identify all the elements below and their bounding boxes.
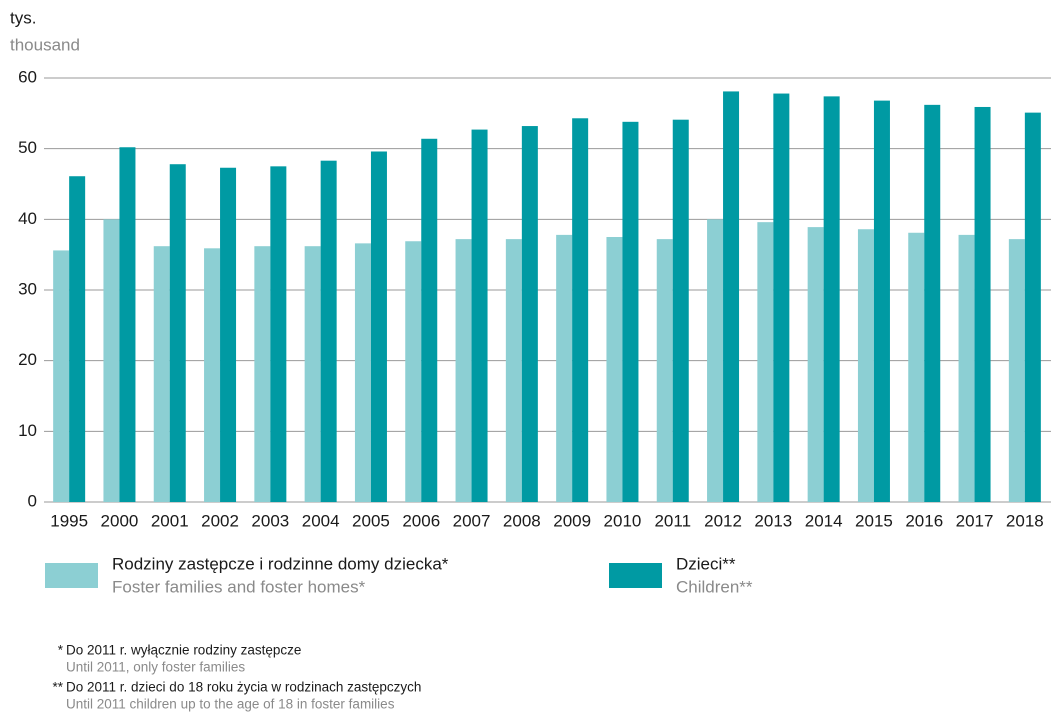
bar (556, 234, 573, 502)
y-tick-label: 60 (18, 67, 37, 86)
footnote: Do 2011 r. dzieci do 18 roku życia w rod… (66, 680, 421, 695)
bar (656, 239, 673, 502)
legend-label-en: Foster families and foster homes* (112, 577, 366, 596)
bar (254, 246, 271, 502)
bar (153, 246, 170, 502)
x-tick-label: 2016 (905, 511, 943, 530)
x-tick-label: 2010 (604, 511, 642, 530)
bar (1008, 239, 1025, 502)
bar (204, 248, 221, 502)
legend-label-en: Children** (676, 577, 753, 596)
x-tick-label: 1995 (50, 511, 88, 530)
footnote-marker: ** (52, 680, 63, 695)
legend-swatch (45, 563, 98, 588)
bar (873, 100, 890, 502)
bar (606, 237, 623, 502)
bar (958, 234, 975, 502)
x-tick-label: 2002 (201, 511, 239, 530)
bar (53, 250, 70, 502)
bar (69, 176, 86, 502)
legend-label: Dzieci** (676, 554, 736, 573)
x-tick-label: 2001 (151, 511, 189, 530)
x-tick-label: 2013 (754, 511, 792, 530)
bar (723, 91, 740, 502)
bar (572, 118, 589, 502)
bar (823, 96, 840, 502)
x-tick-label: 2017 (956, 511, 994, 530)
unit-label: tys. (10, 8, 36, 27)
footnote-en: Until 2011, only foster families (66, 660, 245, 675)
bar (908, 232, 925, 502)
bar (270, 166, 287, 503)
bar (220, 167, 237, 502)
bar (622, 121, 639, 503)
bar (757, 222, 774, 502)
bar (421, 138, 438, 503)
legend-swatch (609, 563, 662, 588)
y-tick-label: 0 (28, 491, 37, 510)
x-tick-label: 2011 (654, 511, 691, 530)
footnote-en: Until 2011 children up to the age of 18 … (66, 697, 395, 712)
bar (320, 160, 337, 502)
bar (857, 229, 874, 502)
bar (672, 119, 689, 503)
y-tick-label: 20 (18, 350, 37, 369)
footnote-marker: * (58, 643, 64, 658)
y-tick-label: 50 (18, 138, 37, 157)
bar (354, 243, 371, 503)
x-tick-label: 2008 (503, 511, 541, 530)
bar (1024, 112, 1041, 503)
bar (304, 246, 321, 502)
x-tick-label: 2006 (402, 511, 440, 530)
bar (119, 147, 136, 502)
bar (707, 219, 724, 503)
bar (521, 126, 538, 502)
x-tick-label: 2018 (1006, 511, 1044, 530)
x-tick-label: 2003 (251, 511, 289, 530)
y-tick-label: 30 (18, 279, 37, 298)
footnote: Do 2011 r. wyłącznie rodziny zastępcze (66, 643, 301, 658)
unit-label-en: thousand (10, 35, 80, 54)
bar (405, 241, 422, 503)
bar (103, 219, 120, 503)
x-tick-label: 2014 (805, 511, 843, 530)
bar (807, 227, 824, 502)
bar (370, 151, 387, 502)
bar (974, 106, 991, 503)
y-tick-label: 40 (18, 209, 37, 228)
bar (773, 93, 790, 503)
bar (924, 104, 941, 502)
bar (505, 239, 522, 502)
x-tick-label: 2012 (704, 511, 742, 530)
x-tick-label: 2004 (302, 511, 340, 530)
x-tick-label: 2005 (352, 511, 390, 530)
x-tick-label: 2009 (553, 511, 591, 530)
x-tick-label: 2007 (453, 511, 491, 530)
bar (471, 129, 488, 502)
bar (169, 164, 186, 503)
legend-label: Rodziny zastępcze i rodzinne domy dzieck… (112, 554, 449, 573)
bar (455, 239, 472, 502)
x-tick-label: 2000 (101, 511, 139, 530)
y-tick-label: 10 (18, 421, 37, 440)
x-tick-label: 2015 (855, 511, 893, 530)
